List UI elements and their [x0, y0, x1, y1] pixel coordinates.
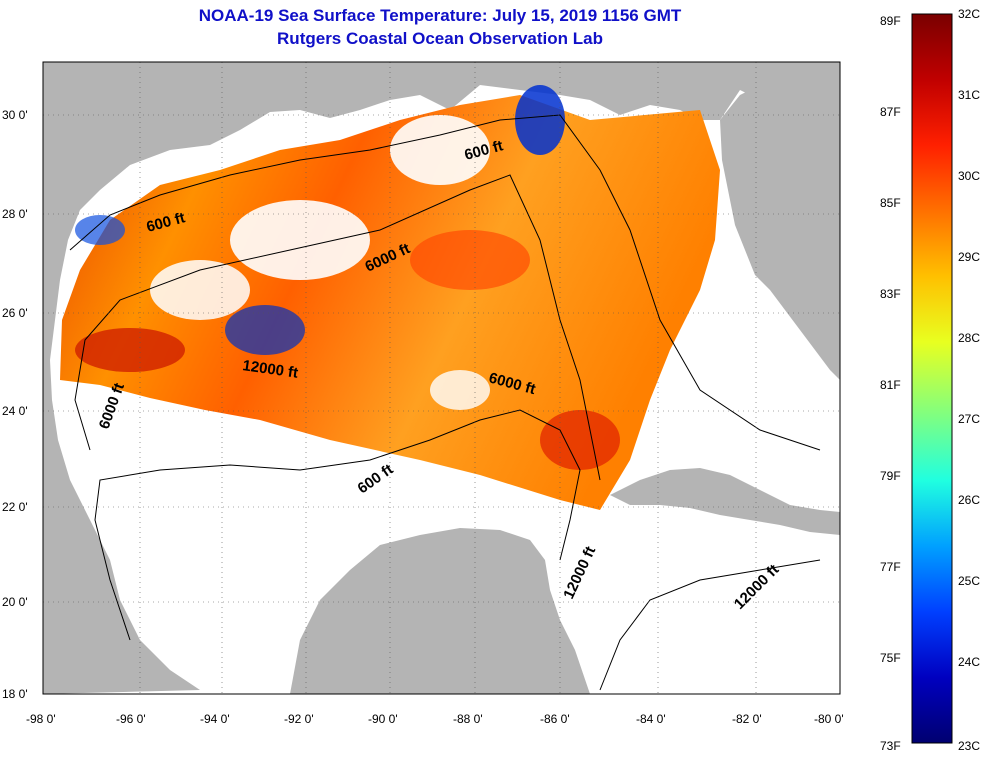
- lon-label: -84 0': [636, 712, 666, 726]
- map-title: NOAA-19 Sea Surface Temperature: July 15…: [198, 6, 682, 25]
- colorbar-c-label: 29C: [958, 250, 980, 264]
- contour-600ft: [69, 114, 821, 451]
- lon-label: -92 0': [284, 712, 314, 726]
- lon-label: -96 0': [116, 712, 146, 726]
- map-frame: [42, 61, 841, 695]
- lat-label: 24 0': [2, 404, 28, 418]
- lat-label: 30 0': [2, 108, 28, 122]
- land-florida: [720, 70, 840, 380]
- contour-12000ft: [599, 559, 821, 691]
- cloud-mask: [150, 260, 250, 320]
- sst-hot-patch: [540, 410, 620, 470]
- lon-label: -94 0': [200, 712, 230, 726]
- colorbar-f-label: 77F: [880, 560, 901, 574]
- lon-label: -86 0': [540, 712, 570, 726]
- colorbar-f-label: 83F: [880, 287, 901, 301]
- lat-label: 18 0': [2, 687, 28, 701]
- cloud-mask: [390, 115, 490, 185]
- contour-6000ft: [74, 174, 601, 481]
- sst-cool-patch: [75, 215, 125, 245]
- land-cuba: [610, 468, 840, 535]
- lat-label: 28 0': [2, 207, 28, 221]
- cloud-mask: [230, 200, 370, 280]
- colorbar-c-label: 30C: [958, 169, 980, 183]
- lat-label: 20 0': [2, 595, 28, 609]
- colorbar-c-label: 28C: [958, 331, 980, 345]
- lon-label: -82 0': [732, 712, 762, 726]
- lon-label: -98 0': [26, 712, 56, 726]
- colorbar: [911, 13, 953, 744]
- colorbar-c-label: 31C: [958, 88, 980, 102]
- colorbar-f-labels: 89F 87F 85F 83F 81F 79F 77F 75F 73F: [880, 14, 901, 753]
- colorbar-f-label: 89F: [880, 14, 901, 28]
- colorbar-c-label: 27C: [958, 412, 980, 426]
- colorbar-f-label: 73F: [880, 739, 901, 753]
- graticule: [43, 62, 840, 694]
- sst-hot-patch: [75, 328, 185, 372]
- land-yucatan: [290, 528, 590, 694]
- colorbar-c-label: 32C: [958, 7, 980, 21]
- colorbar-c-label: 26C: [958, 493, 980, 507]
- lon-label: -80 0': [814, 712, 844, 726]
- lat-label: 22 0': [2, 500, 28, 514]
- contour-600ft-south: [94, 409, 581, 641]
- sst-hot-patch: [410, 230, 530, 290]
- land-north-america: [43, 62, 840, 694]
- cloud-mask: [430, 370, 490, 410]
- lat-label: 26 0': [2, 306, 28, 320]
- colorbar-c-label: 24C: [958, 655, 980, 669]
- colorbar-f-label: 75F: [880, 651, 901, 665]
- lon-label: -88 0': [453, 712, 483, 726]
- colorbar-f-label: 81F: [880, 378, 901, 392]
- sst-cool-patch: [515, 85, 565, 155]
- sst-cool-patch: [225, 305, 305, 355]
- colorbar-c-labels: 32C 31C 30C 29C 28C 27C 26C 25C 24C 23C: [958, 7, 980, 753]
- lon-label: -90 0': [368, 712, 398, 726]
- colorbar-f-label: 85F: [880, 196, 901, 210]
- colorbar-c-label: 23C: [958, 739, 980, 753]
- map-subtitle: Rutgers Coastal Ocean Observation Lab: [277, 29, 603, 48]
- colorbar-f-label: 79F: [880, 469, 901, 483]
- colorbar-f-label: 87F: [880, 105, 901, 119]
- colorbar-c-label: 25C: [958, 574, 980, 588]
